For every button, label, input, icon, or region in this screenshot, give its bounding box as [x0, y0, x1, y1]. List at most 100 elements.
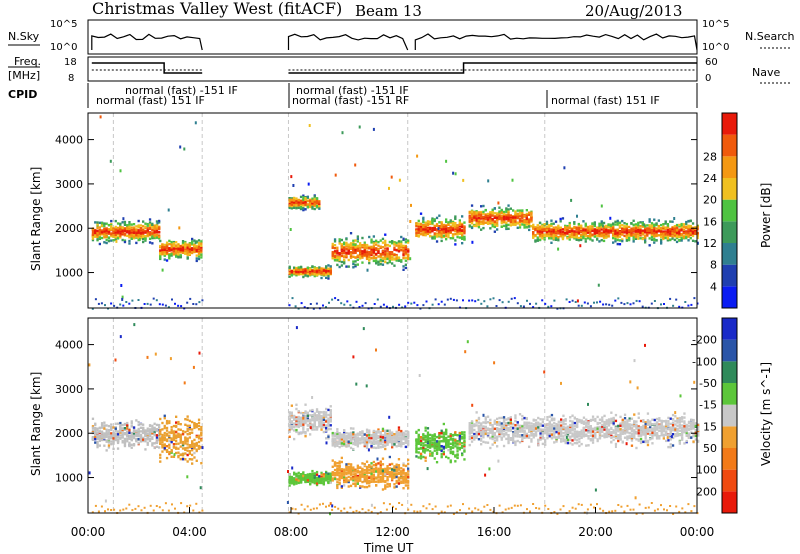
data-cell [135, 234, 138, 237]
data-cell [175, 424, 178, 428]
data-cell [545, 234, 549, 238]
data-cell [618, 232, 622, 236]
data-cell [103, 424, 106, 427]
data-cell [628, 225, 631, 229]
data-cell [142, 231, 145, 234]
data-cell [516, 222, 519, 225]
data-cell [442, 229, 445, 232]
data-cell [630, 229, 633, 233]
data-cell [528, 213, 531, 216]
data-cell [96, 235, 99, 238]
data-cell [96, 226, 99, 230]
data-cell [311, 199, 314, 203]
data-cell [318, 271, 321, 274]
data-cell [671, 228, 674, 232]
data-cell [653, 238, 656, 242]
data-cell [449, 228, 452, 232]
data-cell [356, 237, 359, 240]
ground-scatter-cell [529, 302, 531, 305]
data-cell [461, 235, 464, 238]
data-cell [473, 212, 476, 215]
data-cell [480, 220, 483, 223]
data-cell [449, 227, 452, 230]
data-cell [333, 244, 337, 247]
nsky-tick-top: 10^5 [50, 19, 77, 30]
data-cell [600, 239, 603, 242]
data-cell [121, 439, 124, 443]
data-cell [191, 462, 194, 465]
data-cell [168, 439, 171, 443]
data-cell [605, 232, 608, 235]
data-cell [345, 244, 348, 248]
noise-cell [194, 241, 197, 245]
data-cell [628, 229, 631, 232]
data-cell [352, 251, 355, 255]
data-cell [318, 412, 321, 416]
data-cell [386, 257, 389, 261]
data-cell [288, 197, 291, 200]
data-cell [329, 475, 332, 478]
data-cell [153, 230, 156, 234]
data-cell [315, 470, 319, 474]
data-cell [486, 216, 490, 219]
data-cell [435, 240, 439, 243]
data-cell [575, 228, 578, 231]
data-cell [349, 471, 353, 474]
data-cell [161, 428, 164, 431]
data-cell [186, 243, 189, 246]
data-cell [163, 248, 166, 251]
ground-scatter-cell [669, 297, 672, 300]
data-cell [616, 236, 619, 239]
data-cell [687, 235, 690, 238]
ground-scatter-cell [322, 304, 324, 307]
data-cell [541, 235, 544, 239]
data-cell [365, 255, 369, 258]
data-cell [91, 227, 95, 231]
data-cell [354, 249, 357, 252]
data-cell [168, 239, 171, 243]
data-cell [325, 415, 328, 419]
noise-cell [138, 237, 141, 241]
data-cell [320, 276, 323, 280]
data-cell [159, 417, 162, 421]
data-cell [502, 217, 506, 221]
data-cell [445, 232, 448, 235]
data-cell [433, 218, 436, 221]
data-cell [110, 426, 113, 429]
data-cell [607, 232, 610, 235]
data-cell [188, 428, 191, 431]
data-cell [177, 245, 180, 248]
data-cell [163, 438, 166, 442]
data-cell [509, 220, 512, 224]
data-cell [165, 449, 169, 452]
data-cell [132, 428, 136, 432]
data-cell [384, 239, 387, 243]
data-cell [365, 243, 369, 247]
data-cell [327, 275, 330, 278]
data-cell [602, 230, 606, 234]
data-cell [573, 237, 576, 240]
data-cell [302, 413, 305, 416]
ground-scatter-cell [474, 300, 477, 303]
power-scatter [91, 113, 699, 310]
data-cell [438, 232, 441, 235]
data-cell [675, 236, 679, 240]
ground-scatter-cell [331, 298, 334, 301]
data-cell [186, 415, 189, 418]
ground-scatter-cell [455, 299, 458, 302]
ground-scatter-cell [119, 303, 122, 306]
data-cell [144, 434, 147, 438]
data-cell [293, 473, 296, 476]
data-cell [311, 481, 314, 484]
data-cell [602, 221, 606, 225]
data-cell [299, 423, 303, 427]
data-cell [161, 245, 164, 249]
data-cell [188, 247, 191, 250]
data-cell [422, 230, 425, 234]
data-cell [491, 210, 494, 213]
data-cell [580, 236, 583, 240]
data-cell [338, 476, 341, 479]
data-cell [325, 273, 328, 276]
data-cell [614, 220, 617, 223]
data-cell [142, 240, 145, 244]
